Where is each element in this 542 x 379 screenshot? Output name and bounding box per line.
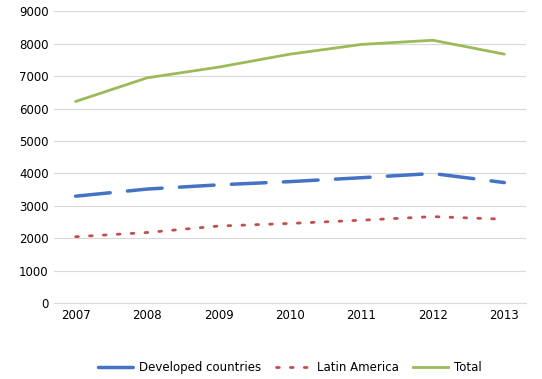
Legend: Developed countries, Latin America, Total: Developed countries, Latin America, Tota… bbox=[93, 357, 487, 379]
